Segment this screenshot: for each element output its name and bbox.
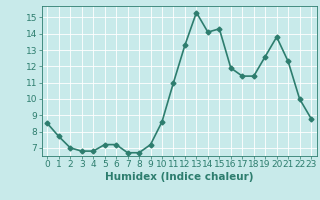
X-axis label: Humidex (Indice chaleur): Humidex (Indice chaleur) <box>105 172 253 182</box>
